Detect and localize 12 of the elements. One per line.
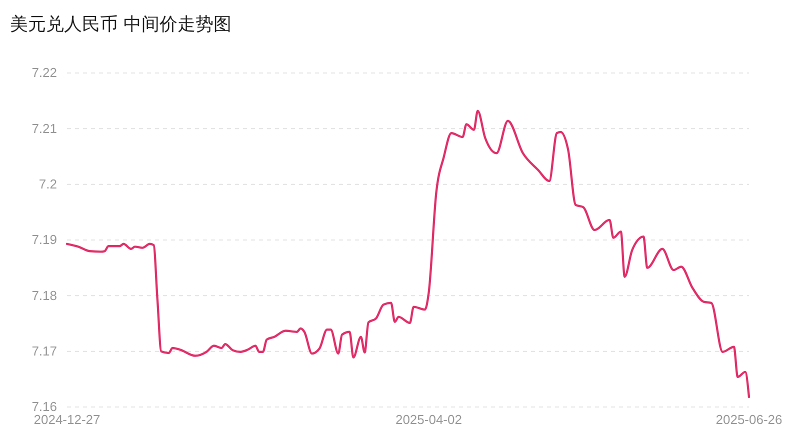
line-series: [66, 110, 750, 398]
chart-title: 美元兑人民币 中间价走势图: [10, 14, 232, 35]
y-tick-label: 7.18: [32, 288, 57, 303]
x-tick-label: 2025-06-26: [716, 412, 782, 428]
y-tick-label: 7.2: [38, 176, 57, 192]
x-tick-label: 2024-12-27: [34, 412, 100, 428]
y-tick-label: 7.17: [32, 343, 57, 358]
x-tick-label: 2025-04-02: [395, 412, 462, 428]
y-tick-label: 7.19: [32, 232, 57, 248]
y-tick-label: 7.16: [32, 399, 57, 414]
y-tick-label: 7.21: [32, 120, 57, 136]
y-tick-label: 7.22: [32, 65, 57, 80]
